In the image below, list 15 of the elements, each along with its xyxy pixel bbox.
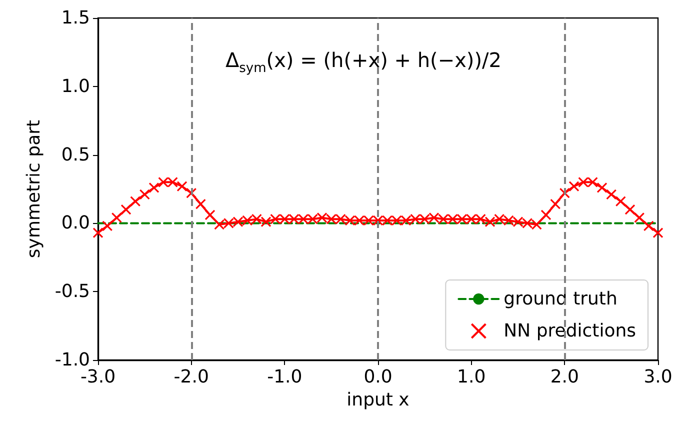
x-tick-label: 0.0 — [364, 366, 392, 388]
x-tick-label: -2.0 — [174, 366, 209, 388]
annotation: Δ$_{sym}$(x) = (h(+x) + h(−x))/2 — [224, 48, 503, 76]
legend-label: NN predictions — [504, 320, 636, 342]
y-axis-title: symmetric part — [24, 120, 44, 258]
x-axis-title: input x — [346, 389, 410, 410]
x-tick-label: 2.0 — [550, 366, 579, 388]
y-tick-label: 1.5 — [61, 8, 90, 28]
x-tick-label: 1.0 — [457, 366, 486, 388]
y-tick-label: 1.0 — [61, 76, 90, 97]
y-tick-label: 0.5 — [61, 144, 90, 166]
y-tick-label: 0.0 — [61, 212, 90, 234]
x-tick-label: 3.0 — [644, 366, 672, 388]
x-tick-label: -1.0 — [267, 366, 302, 388]
y-tick-label: -0.5 — [54, 281, 90, 302]
